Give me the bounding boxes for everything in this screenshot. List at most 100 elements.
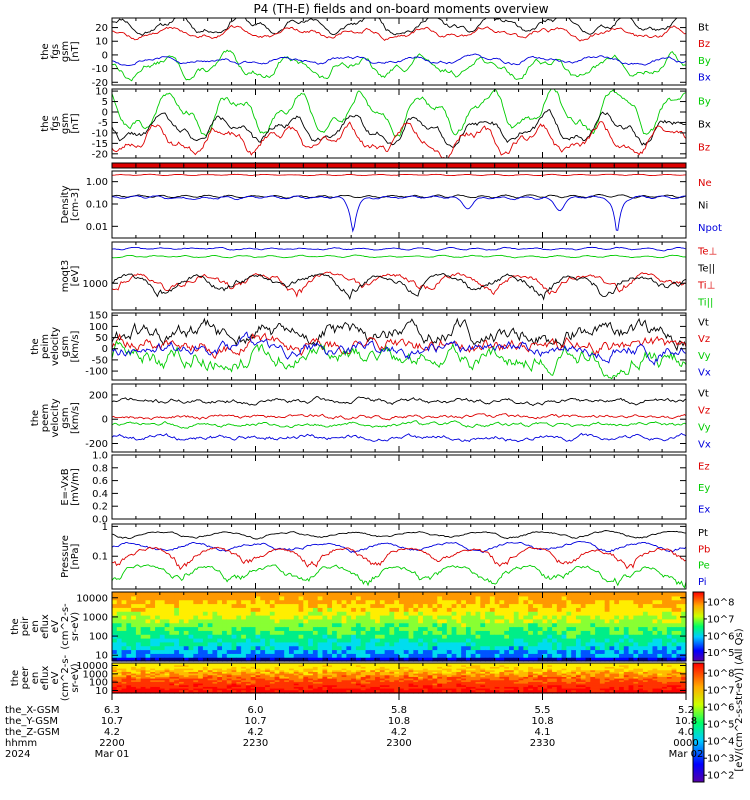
spectrogram-cell <box>442 607 448 612</box>
spectrogram-cell <box>279 683 285 686</box>
spectrogram-cell <box>389 615 395 620</box>
spectrogram-cell <box>652 611 658 616</box>
spectrogram-cell <box>159 607 166 612</box>
spectrogram-cell <box>145 653 151 658</box>
spectrogram-cell <box>403 689 410 692</box>
spectrogram-cell <box>662 663 668 666</box>
spectrogram-cell <box>537 618 544 624</box>
spectrogram-cell <box>384 683 391 686</box>
spectrogram-cell <box>494 622 501 628</box>
spectrogram-cell <box>427 645 434 651</box>
spectrogram-cell <box>556 618 563 624</box>
spectrogram-cell <box>585 634 591 639</box>
spectrogram-cell <box>284 671 290 674</box>
spectrogram-cell <box>155 683 161 686</box>
spectrogram-cell <box>399 679 405 682</box>
spectrogram-cell <box>126 618 132 624</box>
spectrogram-cell <box>303 618 309 624</box>
spectrogram-cell <box>422 607 429 612</box>
spectrogram-cell <box>418 684 424 687</box>
spectrogram-cell <box>619 676 625 679</box>
spectrogram-cell <box>236 688 242 691</box>
spectrogram-cell <box>131 673 137 676</box>
spectrogram-cell <box>652 657 658 662</box>
spectrogram-cell <box>217 611 223 616</box>
spectrogram-cell <box>155 645 161 651</box>
spectrogram-cell <box>336 691 343 694</box>
series-line-npot <box>111 195 687 233</box>
spectrogram-cell <box>250 678 257 681</box>
spectrogram-cell <box>437 641 443 647</box>
spectrogram-cell <box>633 638 639 643</box>
spectrogram-cell <box>394 615 400 620</box>
spectrogram-cell <box>446 649 453 654</box>
spectrogram-cell <box>222 683 228 686</box>
spectrogram-cell <box>198 626 204 631</box>
spectrogram-cell <box>293 686 300 689</box>
spectrogram-cell <box>480 657 486 662</box>
spectrogram-cell <box>638 626 644 631</box>
spectrogram-cell <box>547 686 553 689</box>
spectrogram-cell <box>370 595 376 601</box>
spectrogram-cell <box>633 634 639 639</box>
spectrogram-cell <box>212 689 218 692</box>
spectrogram-cell <box>676 622 682 628</box>
spectrogram-cell <box>365 638 371 643</box>
spectrogram-cell <box>202 674 209 677</box>
spectrogram-cell <box>575 671 582 674</box>
spectrogram-cell <box>456 630 462 635</box>
spectrogram-cell <box>332 691 338 694</box>
spectrogram-cell <box>657 653 663 658</box>
spectrogram-cell <box>265 686 271 689</box>
spectrogram-cell <box>422 676 429 679</box>
spectrogram-cell <box>532 681 539 684</box>
spectrogram-cell <box>585 638 591 643</box>
spectrogram-cell <box>341 611 347 616</box>
spectrogram-cell <box>619 615 625 620</box>
spectrogram-cell <box>408 676 414 679</box>
spectrogram-cell <box>628 671 634 674</box>
spectrogram-cell <box>284 630 290 635</box>
spectrogram-cell <box>303 666 309 669</box>
spectrogram-cell <box>537 630 544 635</box>
spectrogram-cell <box>590 663 596 666</box>
spectrogram-cell <box>355 649 362 654</box>
spectrogram-cell <box>595 671 601 674</box>
spectrogram-cell <box>341 615 347 620</box>
spectrogram-cell <box>566 595 572 601</box>
spectrogram-cell <box>245 681 252 684</box>
spectrogram-cell <box>662 630 668 635</box>
spectrogram-cell <box>652 686 658 689</box>
spectrogram-cell <box>164 592 170 597</box>
spectrogram-cell <box>145 622 151 628</box>
spectrogram-cell <box>217 645 223 651</box>
spectrogram-cell <box>614 691 620 694</box>
spectrogram-cell <box>422 649 429 654</box>
spectrogram-cell <box>470 663 477 666</box>
spectrogram-cell <box>556 645 563 651</box>
spectrogram-cell <box>642 592 649 597</box>
spectrogram-cell <box>427 638 434 643</box>
spectrogram-cell <box>571 634 577 639</box>
spectrogram-cell <box>241 681 247 684</box>
spectrogram-cell <box>288 691 295 694</box>
spectrogram-cell <box>379 657 386 662</box>
spectrogram-cell <box>619 684 625 687</box>
spectrogram-cell <box>422 622 429 628</box>
spectrogram-cell <box>676 676 682 679</box>
spectrogram-cell <box>408 666 414 669</box>
spectrogram-cell <box>652 634 658 639</box>
spectrogram-cell <box>145 691 151 694</box>
spectrogram-cell <box>494 603 501 608</box>
spectrogram-cell <box>202 666 209 669</box>
spectrogram-cell <box>202 638 209 643</box>
spectrogram-cell <box>279 595 285 601</box>
spectrogram-cell <box>408 595 414 601</box>
spectrogram-cell <box>647 641 654 647</box>
spectrogram-cell <box>528 607 534 612</box>
spectrogram-cell <box>623 689 630 692</box>
spectrogram-cell <box>465 615 472 620</box>
series-line-bx <box>111 53 687 67</box>
spectrogram-cell <box>504 603 510 608</box>
